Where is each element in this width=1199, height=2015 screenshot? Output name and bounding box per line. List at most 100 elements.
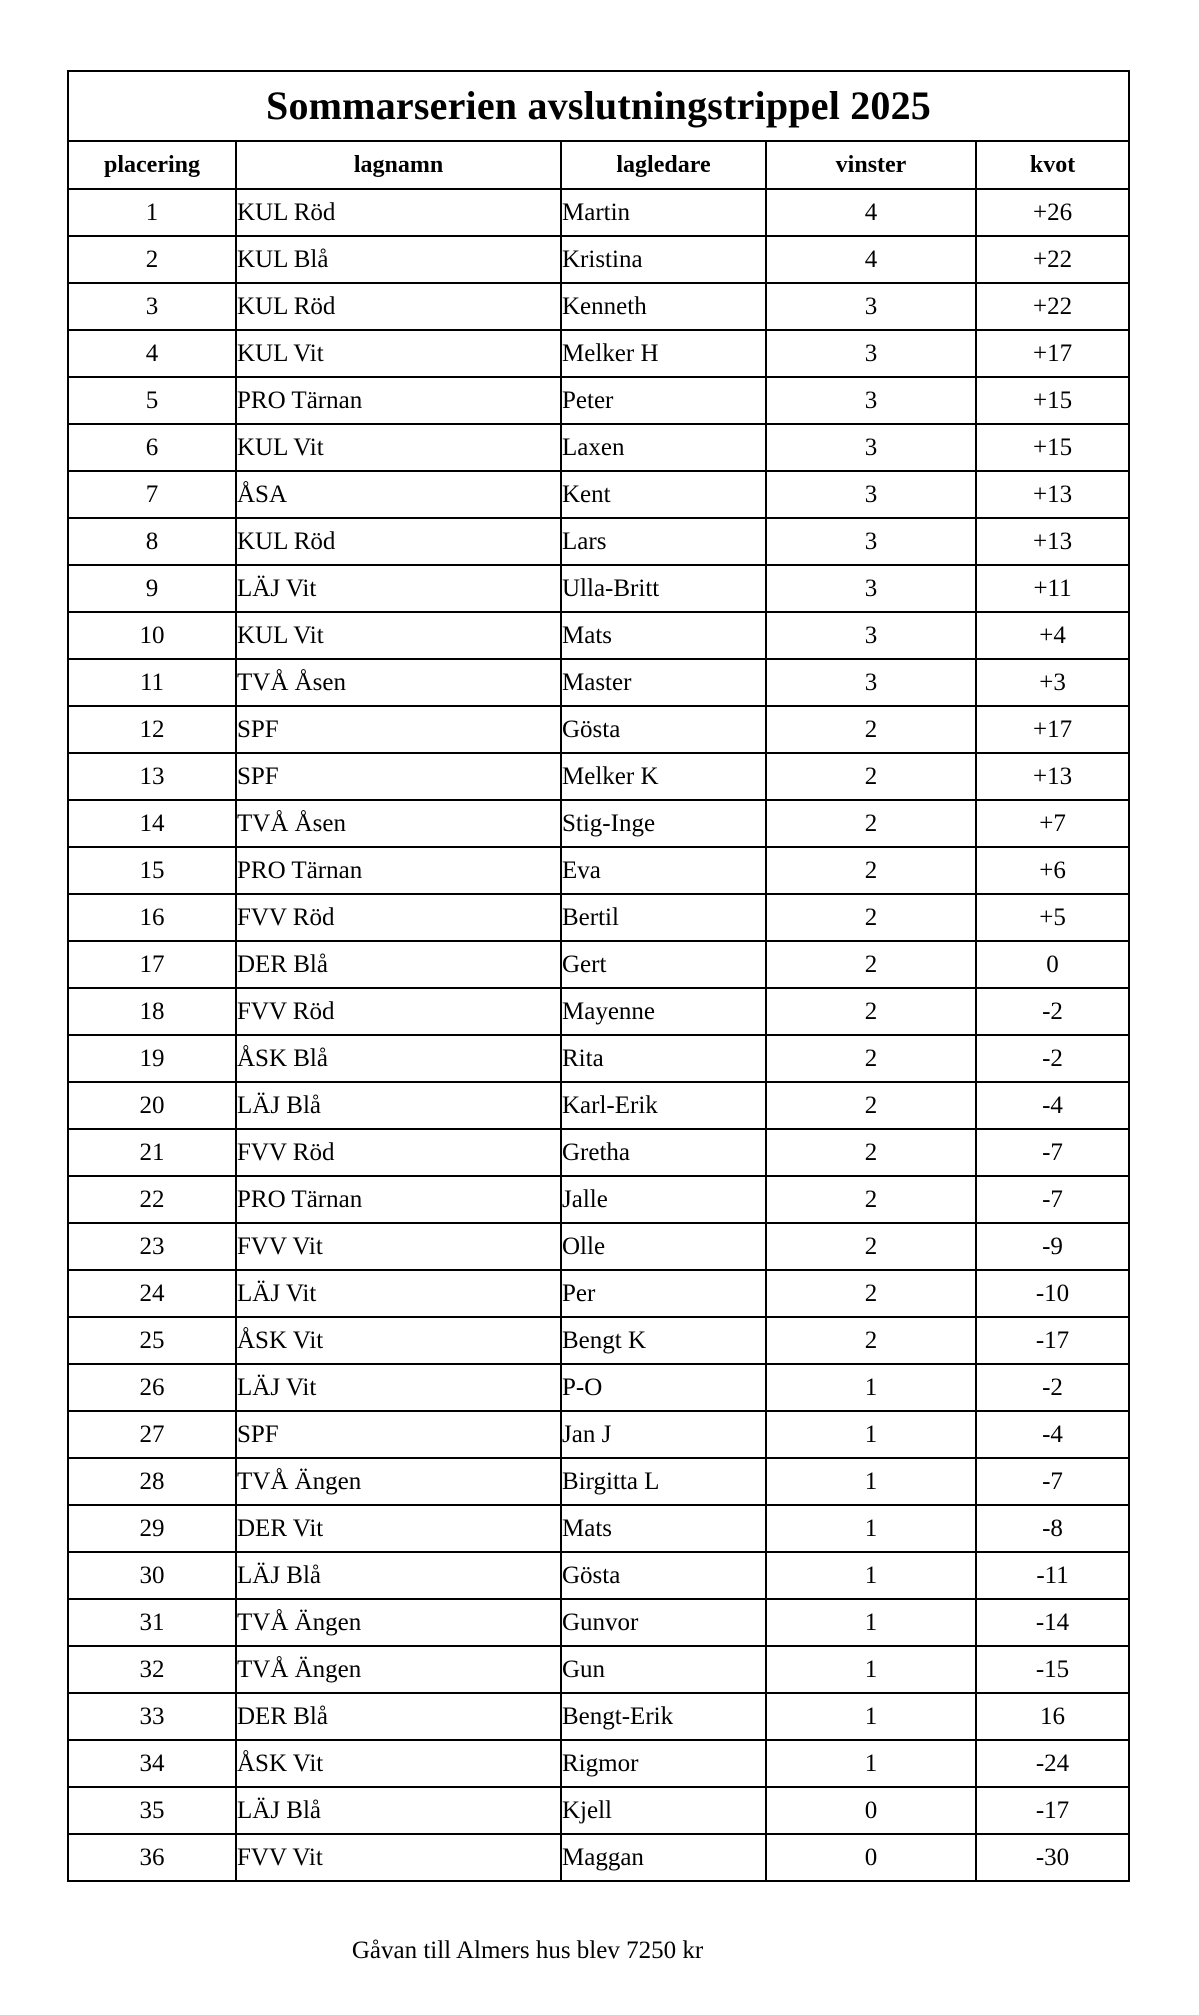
cell-lagnamn: ÅSA [235,470,562,519]
cell-lagledare: Bengt K [560,1316,767,1365]
column-header-vinster: vinster [765,140,977,190]
cell-placering: 26 [67,1363,237,1412]
table-row: 33 DER Blå Bengt-Erik 1 16 [67,1692,1131,1741]
cell-vinster: 1 [765,1598,977,1647]
cell-lagnamn: LÄJ Vit [235,1363,562,1412]
cell-lagnamn: KUL Röd [235,517,562,566]
cell-vinster: 1 [765,1410,977,1459]
cell-kvot: 16 [974,1692,1131,1741]
cell-kvot: -7 [974,1457,1131,1506]
cell-vinster: 3 [765,329,977,378]
cell-placering: 1 [67,188,237,237]
cell-placering: 12 [67,705,237,754]
cell-vinster: 2 [765,1081,977,1130]
cell-kvot: +26 [974,188,1131,237]
cell-lagnamn: PRO Tärnan [235,846,562,895]
cell-kvot: -17 [974,1786,1131,1835]
table-row: 27 SPF Jan J 1 -4 [67,1410,1131,1459]
cell-lagnamn: TVÅ Ängen [235,1457,562,1506]
cell-placering: 34 [67,1739,237,1788]
cell-lagnamn: FVV Vit [235,1833,562,1882]
table-row: 13 SPF Melker K 2 +13 [67,752,1131,801]
cell-kvot: -2 [974,1034,1131,1083]
cell-lagledare: Martin [560,188,767,237]
column-header-lagledare: lagledare [560,140,767,190]
cell-kvot: +15 [974,423,1131,472]
cell-kvot: -2 [974,1363,1131,1412]
cell-vinster: 2 [765,1034,977,1083]
cell-lagledare: Kenneth [560,282,767,331]
cell-placering: 18 [67,987,237,1036]
cell-vinster: 2 [765,799,977,848]
table-row: 7 ÅSA Kent 3 +13 [67,470,1131,519]
cell-kvot: +15 [974,376,1131,425]
cell-lagnamn: FVV Röd [235,893,562,942]
cell-kvot: +13 [974,752,1131,801]
cell-lagnamn: LÄJ Blå [235,1081,562,1130]
cell-vinster: 3 [765,423,977,472]
cell-vinster: 1 [765,1457,977,1506]
table-row: 25 ÅSK Vit Bengt K 2 -17 [67,1316,1131,1365]
cell-lagledare: Melker K [560,752,767,801]
cell-placering: 24 [67,1269,237,1318]
cell-lagledare: Kjell [560,1786,767,1835]
cell-lagledare: Gert [560,940,767,989]
cell-lagnamn: LÄJ Vit [235,1269,562,1318]
cell-vinster: 1 [765,1504,977,1553]
table-row: 20 LÄJ Blå Karl-Erik 2 -4 [67,1081,1131,1130]
table-row: 29 DER Vit Mats 1 -8 [67,1504,1131,1553]
table-row: 36 FVV Vit Maggan 0 -30 [67,1833,1131,1882]
cell-lagledare: Laxen [560,423,767,472]
cell-kvot: -7 [974,1175,1131,1224]
cell-placering: 9 [67,564,237,613]
cell-placering: 36 [67,1833,237,1882]
cell-kvot: +6 [974,846,1131,895]
cell-kvot: -9 [974,1222,1131,1271]
table-row: 6 KUL Vit Laxen 3 +15 [67,423,1131,472]
cell-placering: 27 [67,1410,237,1459]
table-row: 17 DER Blå Gert 2 0 [67,940,1131,989]
cell-placering: 4 [67,329,237,378]
cell-lagledare: Jan J [560,1410,767,1459]
cell-vinster: 3 [765,470,977,519]
cell-kvot: -4 [974,1410,1131,1459]
cell-lagledare: Gunvor [560,1598,767,1647]
cell-kvot: -8 [974,1504,1131,1553]
cell-lagnamn: KUL Röd [235,188,562,237]
cell-lagnamn: ÅSK Blå [235,1034,562,1083]
cell-vinster: 2 [765,1269,977,1318]
cell-lagledare: Master [560,658,767,707]
cell-kvot: -7 [974,1128,1131,1177]
table-row: 19 ÅSK Blå Rita 2 -2 [67,1034,1131,1083]
cell-vinster: 2 [765,1222,977,1271]
cell-placering: 13 [67,752,237,801]
cell-placering: 31 [67,1598,237,1647]
cell-lagnamn: FVV Vit [235,1222,562,1271]
cell-vinster: 1 [765,1739,977,1788]
cell-kvot: +22 [974,282,1131,331]
cell-lagnamn: FVV Röd [235,987,562,1036]
cell-lagledare: Eva [560,846,767,895]
title-row: Sommarserien avslutningstrippel 2025 [66,70,1131,142]
cell-lagnamn: PRO Tärnan [235,376,562,425]
table-row: 35 LÄJ Blå Kjell 0 -17 [67,1786,1131,1835]
cell-lagledare: Bengt-Erik [560,1692,767,1741]
cell-lagledare: Kristina [560,235,767,284]
cell-placering: 5 [67,376,237,425]
cell-lagnamn: KUL Vit [235,611,562,660]
cell-placering: 17 [67,940,237,989]
footnote-text: Gåvan till Almers hus blev 7250 kr [351,1937,704,1964]
cell-lagledare: P-O [560,1363,767,1412]
cell-vinster: 1 [765,1645,977,1694]
cell-lagnamn: LÄJ Blå [235,1551,562,1600]
cell-lagledare: Mayenne [560,987,767,1036]
cell-kvot: -10 [974,1269,1131,1318]
cell-lagledare: Karl-Erik [560,1081,767,1130]
cell-kvot: -15 [974,1645,1131,1694]
cell-lagledare: Rigmor [560,1739,767,1788]
cell-placering: 3 [67,282,237,331]
table-row: 1 KUL Röd Martin 4 +26 [67,188,1131,237]
table-row: 3 KUL Röd Kenneth 3 +22 [67,282,1131,331]
table-row: 16 FVV Röd Bertil 2 +5 [67,893,1131,942]
cell-vinster: 2 [765,940,977,989]
